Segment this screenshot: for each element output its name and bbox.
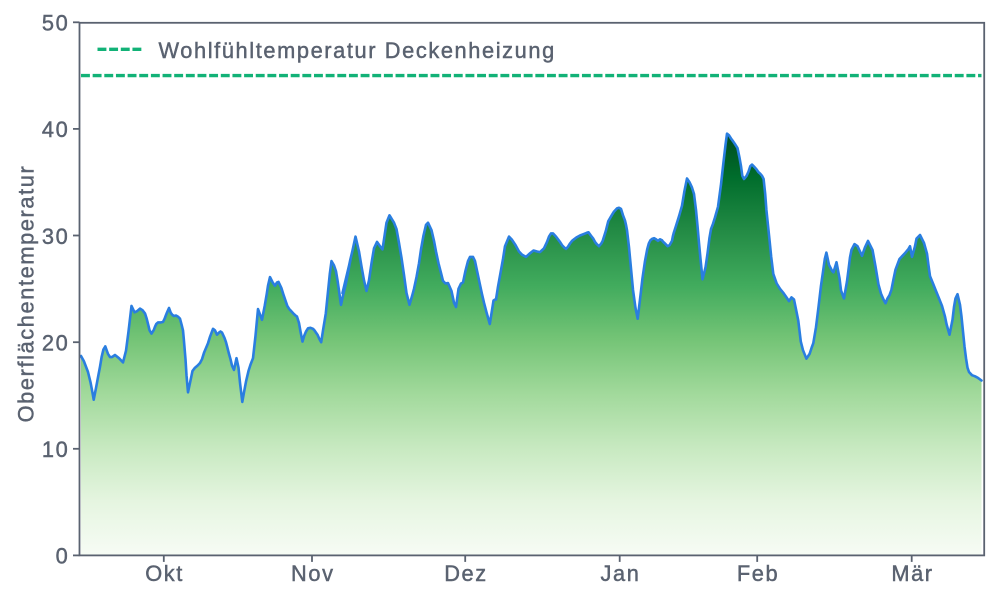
- svg-text:Jan: Jan: [601, 561, 641, 586]
- svg-text:Dez: Dez: [444, 561, 488, 586]
- svg-text:Nov: Nov: [291, 561, 335, 586]
- svg-text:Okt: Okt: [145, 561, 184, 586]
- svg-text:40: 40: [42, 117, 69, 142]
- svg-text:Feb: Feb: [737, 561, 779, 586]
- svg-text:Oberflächentemperatur: Oberflächentemperatur: [14, 165, 39, 423]
- svg-text:20: 20: [42, 331, 69, 356]
- svg-text:Mär: Mär: [891, 561, 933, 586]
- svg-text:Wohlfühltemperatur Deckenheizu: Wohlfühltemperatur Deckenheizung: [159, 38, 556, 63]
- svg-text:50: 50: [42, 11, 69, 36]
- svg-text:0: 0: [56, 544, 70, 569]
- svg-text:30: 30: [42, 224, 69, 249]
- svg-text:10: 10: [42, 437, 69, 462]
